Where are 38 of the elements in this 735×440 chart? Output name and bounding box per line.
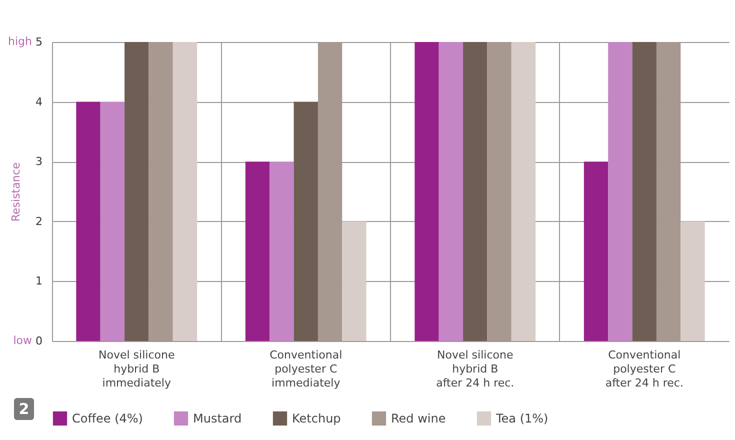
bar	[172, 42, 198, 341]
legend-label: Mustard	[193, 411, 242, 426]
bar	[342, 221, 366, 341]
bar	[76, 102, 100, 341]
bar	[438, 42, 464, 341]
legend-label: Coffee (4%)	[72, 411, 143, 426]
y-tick-label: 1	[36, 274, 42, 288]
bar	[680, 221, 705, 341]
legend-label: Tea (1%)	[495, 411, 548, 426]
y-tick-label: 0	[36, 334, 42, 348]
bar	[318, 42, 342, 341]
bar	[632, 42, 656, 341]
bar	[270, 162, 294, 341]
x-tick-label: Conventional polyester C immediately	[270, 348, 342, 390]
bar	[487, 42, 512, 341]
y-tick-label: 2	[36, 214, 42, 228]
y-tick-label: 5	[36, 36, 42, 48]
text: high	[8, 35, 32, 48]
x-tick-label: Novel silicone hybrid B immediately	[98, 348, 175, 390]
bar	[245, 162, 270, 341]
y-tick-label: 3	[36, 155, 42, 168]
bar	[463, 42, 488, 341]
bar	[511, 42, 536, 341]
bar	[148, 42, 173, 341]
bar	[608, 42, 632, 341]
legend-label: Ketchup	[292, 411, 341, 426]
bar	[584, 162, 608, 341]
y-tick-label: 4	[36, 95, 42, 108]
bar	[656, 42, 681, 341]
x-tick-label: Conventional polyester C after 24 h rec.	[605, 348, 684, 390]
bar	[294, 102, 318, 341]
x-tick-label: Novel silicone hybrid B after 24 h rec.	[436, 348, 514, 390]
bar	[414, 42, 439, 341]
bar	[124, 42, 149, 341]
bar	[100, 102, 125, 341]
text: low	[13, 334, 32, 347]
y-axis-title: Resistance	[10, 162, 22, 222]
legend-label: Red wine	[391, 411, 446, 426]
